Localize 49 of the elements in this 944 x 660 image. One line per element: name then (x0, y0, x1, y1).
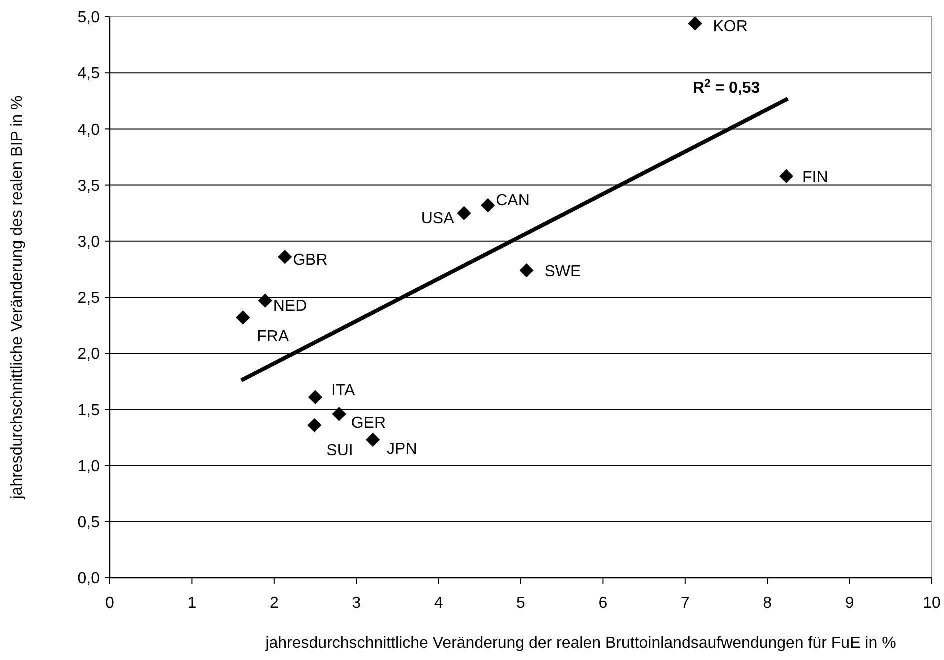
x-tick-label: 10 (923, 595, 941, 612)
x-tick-label: 6 (598, 595, 608, 612)
y-tick-label: 2,5 (78, 290, 100, 308)
annotation: JPN (387, 440, 418, 458)
x-tick-label: 3 (352, 595, 362, 612)
annotation: ITA (332, 382, 356, 400)
annotation: GBR (293, 252, 328, 270)
x-tick-label: 0 (106, 595, 115, 612)
x-tick-label: 8 (763, 595, 772, 612)
point (520, 264, 534, 278)
y-tick-label: 2,0 (78, 346, 100, 364)
y-axis-title: jahresdurchschnittliche Veränderung des realen BIP in % (9, 96, 26, 500)
annotation: R$^{2}$ = 0,53 (692, 78, 760, 97)
point (688, 16, 702, 31)
annotation: SWE (544, 264, 582, 281)
point (481, 198, 496, 213)
x-tick-label: 2 (270, 595, 279, 612)
point (457, 206, 472, 220)
y-tick-label: 3,5 (78, 178, 100, 195)
annotation: SUI (326, 442, 354, 460)
x-tick-label: 7 (680, 595, 690, 612)
x-axis-title: jahresdurchschnittliche Veränderung der realen Bruttoinlandsaufwendungen für FuE in % (264, 635, 896, 652)
annotation: CAN (496, 192, 530, 210)
x-tick-label: 9 (845, 595, 854, 612)
y-tick-label: 3,0 (78, 234, 100, 251)
x-tick-label: 4 (434, 595, 444, 612)
y-tick-label: 0,5 (78, 514, 100, 532)
point (308, 390, 323, 404)
annotation: USA (421, 210, 455, 228)
y-tick-label: 5,0 (78, 10, 100, 27)
point (779, 169, 794, 184)
y-tick-label: 4,0 (78, 122, 100, 139)
annotation: KOR (713, 18, 748, 36)
y-tick-label: 1,0 (78, 458, 100, 476)
y-tick-label: 4,5 (78, 66, 100, 83)
y-tick-label: 0,0 (78, 570, 100, 588)
point (258, 294, 272, 308)
annotation: FRA (257, 328, 290, 346)
point (308, 418, 322, 432)
annotation: FIN (802, 169, 828, 186)
point (366, 432, 380, 448)
point (332, 407, 346, 422)
x-tick-label: 1 (188, 595, 197, 612)
y-tick-label: 1,5 (78, 402, 100, 420)
point (236, 310, 250, 325)
point (278, 250, 292, 264)
annotation: NED (273, 298, 308, 315)
x-tick-label: 5 (516, 595, 526, 612)
annotation: GER (351, 415, 386, 432)
